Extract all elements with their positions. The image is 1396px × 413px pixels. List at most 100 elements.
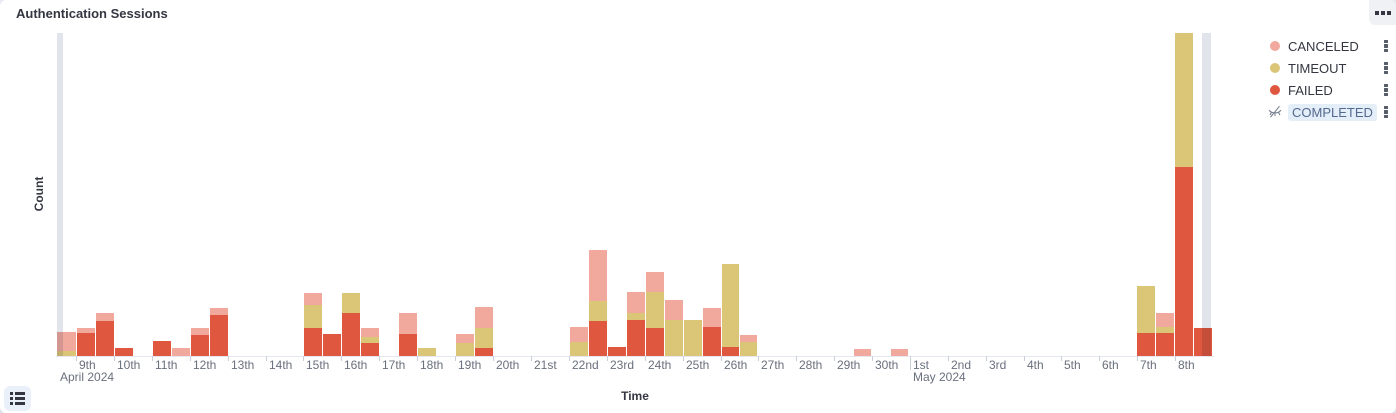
bar-segment-timeout[interactable]: [475, 328, 493, 348]
bar-segment-timeout[interactable]: [665, 320, 683, 356]
x-tick-label: 23rd: [610, 358, 635, 372]
bar-segment-failed[interactable]: [361, 343, 379, 356]
bar-segment-timeout[interactable]: [684, 320, 702, 356]
bar-segment-timeout[interactable]: [1175, 33, 1193, 167]
bar-segment-failed[interactable]: [703, 327, 721, 356]
bar-segment-timeout[interactable]: [627, 313, 645, 320]
legend-item-label: FAILED: [1288, 82, 1333, 98]
bar-segment-timeout[interactable]: [570, 342, 588, 356]
bar-segment-canceled[interactable]: [740, 335, 757, 342]
x-axis-tick: [152, 356, 153, 361]
bar-segment-canceled[interactable]: [77, 328, 95, 333]
bar-segment-timeout[interactable]: [646, 292, 664, 328]
legend-item-timeout[interactable]: TIMEOUT: [1264, 57, 1394, 79]
list-icon: [10, 392, 25, 405]
legend-item-completed[interactable]: COMPLETED: [1264, 101, 1394, 123]
boxes-horizontal-icon: [1374, 10, 1379, 15]
bar-segment-canceled[interactable]: [665, 300, 683, 320]
x-tick-label: 2nd: [951, 358, 972, 372]
bar-segment-timeout[interactable]: [57, 351, 76, 356]
legend-color-dot: [1270, 85, 1280, 95]
x-axis-tick: [266, 356, 267, 361]
bar-segment-failed[interactable]: [475, 348, 493, 356]
bar-segment-canceled[interactable]: [1156, 313, 1174, 327]
bar-segment-failed[interactable]: [646, 328, 664, 356]
legend-item-actions-button[interactable]: [1382, 104, 1390, 121]
legend-color-dot: [1270, 63, 1280, 73]
bar-segment-canceled[interactable]: [570, 327, 588, 342]
bar-segment-canceled[interactable]: [475, 307, 493, 328]
x-axis-tick: [910, 356, 911, 370]
bar-segment-failed[interactable]: [153, 341, 171, 356]
bar-segment-canceled[interactable]: [646, 272, 664, 292]
bar-segment-failed[interactable]: [1156, 333, 1174, 356]
bar-segment-failed[interactable]: [589, 321, 607, 356]
x-tick-label: 14th: [269, 358, 293, 372]
bar-segment-canceled[interactable]: [361, 328, 379, 337]
bar-segment-timeout[interactable]: [1137, 286, 1155, 333]
placeholder-bar: [57, 33, 63, 356]
bar-segment-failed[interactable]: [323, 334, 341, 356]
bar-segment-failed[interactable]: [608, 347, 626, 356]
x-axis-tick: [493, 356, 494, 361]
x-tick-label: 28th: [799, 358, 823, 372]
bar-segment-failed[interactable]: [1137, 333, 1155, 356]
bar-segment-timeout[interactable]: [361, 337, 379, 343]
x-axis-tick: [303, 356, 304, 361]
bar-segment-canceled[interactable]: [456, 334, 474, 343]
legend-color-dot: [1270, 41, 1280, 51]
legend-item-actions-button[interactable]: [1382, 38, 1390, 55]
x-axis-tick: [1024, 356, 1025, 361]
bar-segment-timeout[interactable]: [418, 348, 436, 356]
bar-segment-canceled[interactable]: [854, 349, 871, 356]
legend-item-failed[interactable]: FAILED: [1264, 79, 1394, 101]
bar-segment-failed[interactable]: [115, 348, 133, 356]
bar-segment-canceled[interactable]: [589, 250, 607, 301]
chart-legend: CANCELED TIMEOUT FAILED COMPLETED: [1264, 35, 1394, 123]
bar-segment-canceled[interactable]: [304, 293, 322, 305]
legend-toggle-button[interactable]: [4, 386, 31, 411]
bar-segment-failed[interactable]: [399, 334, 417, 356]
bar-segment-failed[interactable]: [722, 347, 739, 356]
bar-segment-failed[interactable]: [96, 321, 114, 356]
bar-segment-timeout[interactable]: [722, 264, 739, 347]
bar-segment-timeout[interactable]: [456, 343, 474, 356]
bar-segment-timeout[interactable]: [304, 305, 322, 328]
x-tick-label: 26th: [724, 358, 748, 372]
bar-segment-timeout[interactable]: [1156, 327, 1174, 333]
x-axis-tick: [948, 356, 949, 361]
panel-options-button[interactable]: [1369, 0, 1396, 25]
bar-segment-failed[interactable]: [304, 328, 322, 356]
bar-segment-canceled[interactable]: [96, 313, 114, 321]
panel-title: Authentication Sessions: [16, 6, 168, 21]
bar-segment-failed[interactable]: [627, 320, 645, 356]
legend-item-label: CANCELED: [1288, 38, 1359, 54]
bar-segment-failed[interactable]: [342, 313, 360, 356]
bar-segment-canceled[interactable]: [891, 349, 908, 356]
bar-segment-canceled[interactable]: [172, 348, 190, 356]
bar-segment-canceled[interactable]: [627, 292, 645, 313]
legend-item-actions-button[interactable]: [1382, 60, 1390, 77]
bar-segment-failed[interactable]: [191, 335, 209, 356]
bar-segment-failed[interactable]: [77, 333, 95, 356]
bar-segment-timeout[interactable]: [589, 301, 607, 321]
x-tick-label: 24th: [648, 358, 672, 372]
bar-segment-canceled[interactable]: [399, 313, 417, 334]
x-tick-label: 22nd: [572, 358, 599, 372]
x-tick-label: 15th: [306, 358, 330, 372]
bar-segment-failed[interactable]: [210, 315, 228, 356]
bar-segment-canceled[interactable]: [210, 308, 228, 315]
legend-item-actions-button[interactable]: [1382, 82, 1390, 99]
legend-item-canceled[interactable]: CANCELED: [1264, 35, 1394, 57]
x-axis-tick: [796, 356, 797, 361]
x-tick-label: 10th: [117, 358, 141, 372]
bar-segment-canceled[interactable]: [191, 328, 209, 335]
bar-segment-failed[interactable]: [1175, 167, 1193, 356]
bar-segment-canceled[interactable]: [703, 308, 721, 327]
x-tick-label: 13th: [231, 358, 255, 372]
bar-segment-timeout[interactable]: [740, 342, 757, 356]
x-tick-label: 16th: [344, 358, 368, 372]
x-tick-label: 6th: [1102, 358, 1119, 372]
bar-segment-timeout[interactable]: [342, 293, 360, 313]
